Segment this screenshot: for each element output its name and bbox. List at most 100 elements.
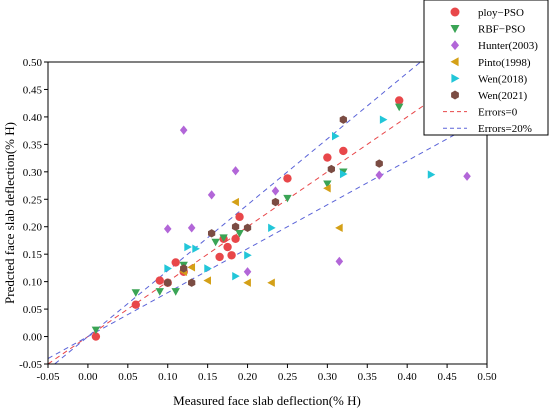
data-point [203,276,211,285]
x-tick-label: 0.10 [158,371,178,383]
data-point [231,166,240,176]
y-axis-ticks: -0.05 0.00 0.05 0.10 0.15 0.20 0.25 0.30 0.35 0.4… [19,57,48,371]
y-axis-title: Predcted face slab deflection(% H) [2,122,17,304]
legend-marker [450,25,460,34]
data-points [91,88,471,341]
x-tick-label: -0.05 [37,371,60,383]
data-point [327,164,335,174]
data-point [268,223,276,233]
x-tick-label: 0.50 [477,371,497,383]
data-point [323,180,332,189]
data-point [283,174,292,183]
reference-line [48,62,487,364]
y-tick-label: 0.10 [23,277,43,289]
x-tick-label: 0.15 [198,371,218,383]
legend-label: Errors=20% [478,123,532,135]
data-point [463,171,471,181]
legend-marker [451,90,459,100]
data-point [335,256,344,266]
legend-label: Wen(2018) [478,73,528,85]
legend-label: ploy−PSO [478,7,524,19]
data-point [207,229,216,238]
data-point [243,278,251,287]
reference-line [53,62,422,364]
data-point [211,238,220,247]
data-point [323,153,332,162]
data-point [164,278,172,287]
x-tick-label: 0.05 [118,371,138,383]
y-tick-label: 0.50 [23,57,43,69]
reference-lines [48,62,487,364]
data-point [171,258,180,267]
data-point [163,224,172,234]
legend-marker [451,73,460,83]
x-tick-label: 0.20 [238,371,258,383]
data-point [231,234,240,244]
data-point [231,197,239,207]
legend-label: RBF−PSO [478,24,525,36]
data-point [131,289,140,297]
data-point [283,194,292,203]
data-point [339,169,348,179]
legend: ploy−PSO RBF−PSO Hunter(2003) Pinto(1998) We… [423,0,549,136]
legend-label: Errors=0 [478,107,518,119]
data-point [232,271,240,281]
data-point [227,251,236,260]
x-tick-label: 0.00 [78,371,98,383]
data-point [375,170,384,180]
y-tick-label: 0.25 [23,194,43,206]
y-tick-label: 0.35 [23,139,43,151]
data-point [231,222,240,231]
data-point [271,197,280,207]
data-point [223,242,232,252]
data-point [379,115,388,124]
legend-marker [450,57,459,67]
legend-label: Hunter(2003) [478,40,538,52]
data-point [339,115,347,124]
data-point [204,264,212,273]
y-tick-label: 0.30 [23,167,43,179]
y-tick-label: 0.40 [23,112,43,124]
data-point [187,223,196,233]
data-point [188,278,196,287]
data-point [339,146,348,156]
x-tick-label: 0.30 [318,371,338,383]
data-point [187,263,196,272]
data-point [235,229,244,238]
data-point [243,223,252,233]
data-point [184,242,192,252]
data-point [267,278,275,287]
data-point [335,223,343,233]
data-point [331,131,340,141]
x-tick-label: 0.35 [358,371,378,383]
data-point [164,264,172,273]
data-point [171,288,180,296]
x-tick-label: 0.25 [278,371,298,383]
data-point [323,184,331,193]
data-point [155,288,164,296]
legend-box [423,0,549,136]
y-tick-label: 0.15 [23,249,43,261]
legend-marker [450,40,460,51]
data-point [192,244,200,253]
x-axis-ticks: -0.05 0.00 0.05 0.10 0.15 0.20 0.25 0.30 0.35 0.4… [37,364,497,383]
data-point [179,125,188,135]
y-tick-label: 0.00 [23,332,43,344]
data-point [91,326,101,335]
data-point [271,186,280,196]
data-point [243,267,252,277]
data-point [155,276,164,285]
reference-line [48,116,487,359]
data-point [244,251,252,260]
data-point [91,332,101,341]
data-point [235,212,244,222]
x-tick-label: 0.45 [437,371,457,383]
legend-label: Pinto(1998) [478,57,531,69]
data-point [375,159,383,168]
data-point [219,234,228,242]
data-point [395,103,404,112]
data-point [207,190,216,200]
x-axis-title: Measured face slab deflection(% H) [173,393,361,408]
data-point [215,252,224,262]
